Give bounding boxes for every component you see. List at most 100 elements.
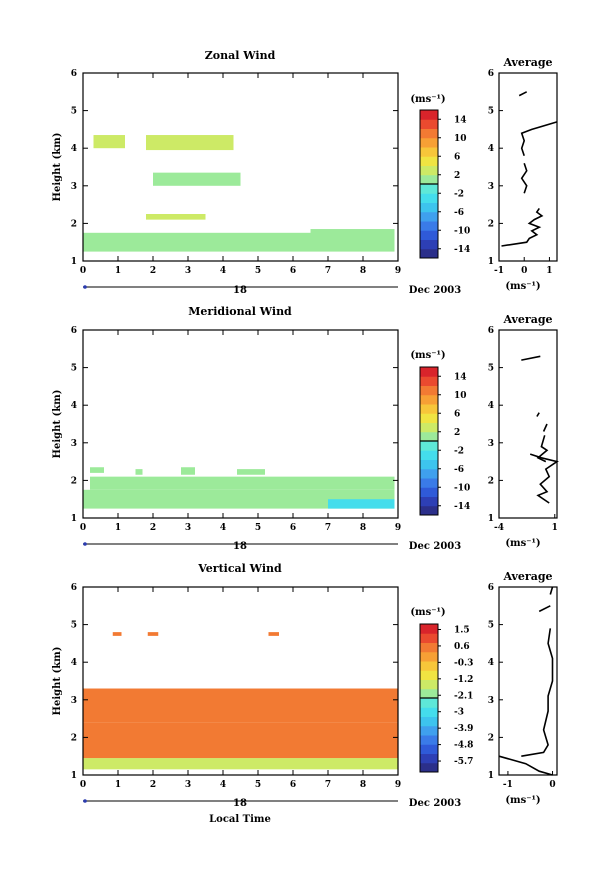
- zonal-colorbar-swatch: [420, 147, 438, 157]
- meridional-average-profile-line: [542, 423, 548, 432]
- zonal-colorbar-swatch: [420, 193, 438, 203]
- zonal-date-label: Dec 2003: [409, 285, 461, 296]
- meridional-average-y-tick-label: 3: [488, 439, 494, 449]
- zonal-x-tick-label: 9: [395, 266, 401, 276]
- vertical-colorbar-tick-label: -0.3: [454, 658, 473, 668]
- vertical-day-label: 18: [233, 798, 247, 809]
- zonal-average-x-tick-label: -1: [494, 266, 504, 276]
- zonal-colorbar-swatch: [420, 211, 438, 222]
- vertical-x-tick-label: 6: [290, 780, 296, 790]
- vertical-average-xlabel: (ms⁻¹): [505, 795, 540, 806]
- vertical-y-tick-label: 6: [71, 583, 77, 593]
- meridional-average-profile-line: [529, 453, 559, 504]
- zonal-average-y-tick-label: 3: [488, 182, 494, 192]
- meridional-colorbar-swatch: [420, 367, 438, 377]
- meridional-colorbar-tick-label: 10: [454, 391, 467, 401]
- meridional-data-patch: [83, 489, 395, 509]
- zonal-x-tick-label: 8: [360, 266, 366, 276]
- meridional-x-tick-label: 8: [360, 523, 366, 533]
- vertical-y-tick-label: 5: [71, 621, 77, 631]
- meridional-ylabel: Height (km): [52, 390, 63, 459]
- vertical-colorbar-swatch: [420, 679, 438, 690]
- vertical-x-tick-label: 4: [220, 780, 226, 790]
- zonal-colorbar-swatch: [420, 239, 438, 250]
- vertical-colorbar-swatch: [420, 698, 438, 708]
- meridional-average-profile-line: [536, 435, 549, 463]
- meridional-y-tick-label: 4: [71, 401, 77, 411]
- zonal-data-patch: [310, 229, 395, 239]
- meridional-average-title: Average: [502, 313, 552, 326]
- vertical-colorbar-swatch: [420, 624, 438, 634]
- zonal-y-tick-label: 5: [71, 107, 77, 117]
- zonal-colorbar-tick-label: 10: [454, 134, 467, 144]
- vertical-wind-panel: Vertical Wind (ms⁻¹) Average (ms⁻¹) Heig…: [52, 562, 558, 825]
- meridional-colorbar-swatch: [420, 404, 438, 414]
- zonal-average-y-tick-label: 5: [488, 107, 494, 117]
- vertical-colorbar-swatch: [420, 762, 438, 773]
- vertical-x-tick-label: 0: [80, 780, 86, 790]
- zonal-x-tick-label: 1: [115, 266, 121, 276]
- zonal-colorbar-swatch: [420, 137, 438, 148]
- zonal-average-title: Average: [502, 56, 552, 69]
- vertical-colorbar-swatch: [420, 670, 438, 680]
- zonal-y-tick-label: 4: [71, 144, 77, 154]
- meridional-wind-panel: Meridional Wind (ms⁻¹) Average (ms⁻¹) He…: [52, 305, 559, 552]
- vertical-x-tick-label: 1: [115, 780, 121, 790]
- vertical-average-y-tick-label: 1: [488, 771, 494, 781]
- meridional-colorbar-tick-label: 6: [454, 409, 460, 419]
- zonal-average-y-tick-label: 2: [488, 219, 494, 229]
- zonal-data-patch: [93, 135, 125, 149]
- vertical-average-x-tick-label: -1: [503, 780, 513, 790]
- vertical-y-tick-label: 4: [71, 658, 77, 668]
- meridional-average-xlabel: (ms⁻¹): [505, 538, 540, 549]
- meridional-colorbar-swatch: [420, 394, 438, 405]
- vertical-ylabel: Height (km): [52, 647, 63, 716]
- zonal-x-tick-label: 2: [150, 266, 156, 276]
- vertical-colorbar-tick-label: -3: [454, 708, 464, 718]
- meridional-y-tick-label: 2: [71, 476, 77, 486]
- meridional-x-tick-label: 1: [115, 523, 121, 533]
- zonal-colorbar-tick-label: -14: [454, 245, 470, 255]
- vertical-colorbar-tick-label: -1.2: [454, 675, 473, 685]
- zonal-x-tick-label: 5: [255, 266, 261, 276]
- meridional-y-tick-label: 1: [71, 514, 77, 524]
- vertical-colorbar-swatch: [420, 688, 438, 699]
- vertical-colorbar-tick-label: -2.1: [454, 691, 473, 701]
- vertical-date-label: Dec 2003: [409, 798, 461, 809]
- vertical-average-y-tick-label: 4: [488, 658, 494, 668]
- vertical-colorbar-unit: (ms⁻¹): [410, 607, 445, 618]
- vertical-colorbar-tick-label: -3.9: [454, 724, 473, 734]
- vertical-x-tick-label: 2: [150, 780, 156, 790]
- zonal-colorbar-swatch: [420, 165, 438, 176]
- meridional-x-tick-label: 6: [290, 523, 296, 533]
- zonal-average-xlabel: (ms⁻¹): [505, 281, 540, 292]
- vertical-plot-frame: [82, 586, 399, 776]
- vertical-data-patch: [83, 722, 398, 759]
- meridional-colorbar-unit: (ms⁻¹): [410, 350, 445, 361]
- zonal-colorbar-tick-label: -6: [454, 208, 464, 218]
- meridional-y-tick-label: 6: [71, 326, 77, 336]
- zonal-x-tick-label: 3: [185, 266, 191, 276]
- vertical-average-y-tick-label: 2: [488, 733, 494, 743]
- vertical-average-frame: [498, 586, 558, 776]
- meridional-colorbar-swatch: [420, 478, 438, 488]
- zonal-ylabel: Height (km): [52, 133, 63, 202]
- vertical-y-tick-label: 2: [71, 733, 77, 743]
- vertical-x-tick-label: 8: [360, 780, 366, 790]
- zonal-colorbar-swatch: [420, 202, 438, 213]
- zonal-wind-title: Zonal Wind: [205, 49, 276, 62]
- vertical-average-x-tick-label: 0: [549, 780, 555, 790]
- meridional-plot-frame: [82, 329, 399, 519]
- zonal-y-tick-label: 3: [71, 182, 77, 192]
- zonal-time-axis-marker: [83, 285, 87, 289]
- zonal-colorbar-swatch: [420, 230, 438, 240]
- vertical-colorbar-swatch: [420, 744, 438, 754]
- zonal-plot-frame: [82, 72, 399, 262]
- meridional-average-y-tick-label: 4: [488, 401, 494, 411]
- vertical-average-y-tick-label: 6: [488, 583, 494, 593]
- zonal-average-frame: [498, 72, 558, 262]
- zonal-x-tick-label: 4: [220, 266, 226, 276]
- meridional-x-tick-label: 3: [185, 523, 191, 533]
- vertical-average-profile-line: [498, 755, 553, 776]
